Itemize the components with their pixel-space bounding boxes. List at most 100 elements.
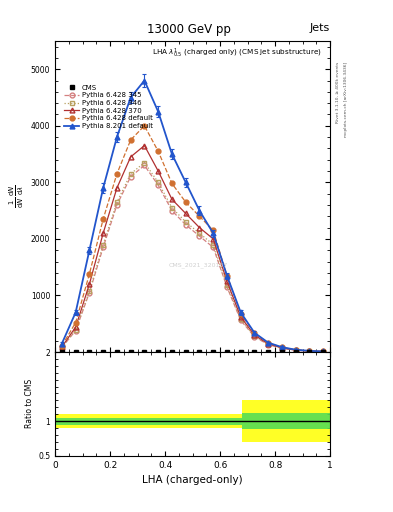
Line: Pythia 6.428 370: Pythia 6.428 370 — [59, 143, 326, 354]
Pythia 6.428 370 — [280, 345, 285, 351]
Pythia 6.428 370 — [307, 348, 312, 354]
Pythia 6.428 default — [129, 137, 133, 143]
Pythia 6.428 default — [252, 330, 257, 336]
Pythia 6.428 default — [170, 180, 174, 186]
Pythia 6.428 370 — [239, 314, 243, 320]
Pythia 6.428 346 — [211, 242, 216, 248]
Pythia 6.428 346 — [307, 348, 312, 354]
Pythia 6.428 345 — [142, 162, 147, 168]
Pythia 6.428 default — [101, 216, 105, 222]
Pythia 6.428 370 — [60, 344, 64, 350]
Pythia 6.428 345 — [280, 345, 285, 351]
Pythia 6.428 370 — [252, 332, 257, 338]
Pythia 6.428 default — [211, 227, 216, 233]
Pythia 6.428 346 — [184, 219, 188, 225]
Text: mcplots.cern.ch [arXiv:1306.3436]: mcplots.cern.ch [arXiv:1306.3436] — [344, 61, 348, 137]
CMS — [115, 349, 119, 355]
CMS — [170, 349, 174, 355]
Pythia 6.428 345 — [60, 345, 64, 351]
Pythia 6.428 345 — [197, 233, 202, 239]
Line: CMS: CMS — [60, 350, 325, 354]
CMS — [184, 349, 188, 355]
Pythia 6.428 345 — [184, 222, 188, 228]
CMS — [129, 349, 133, 355]
Pythia 6.428 370 — [321, 349, 326, 355]
Pythia 6.428 default — [156, 148, 161, 154]
Pythia 6.428 345 — [87, 290, 92, 296]
CMS — [211, 349, 216, 355]
Text: LHA $\lambda^{1}_{0.5}$ (charged only) (CMS jet substructure): LHA $\lambda^{1}_{0.5}$ (charged only) (… — [152, 47, 322, 60]
CMS — [321, 349, 326, 355]
Pythia 6.428 346 — [87, 288, 92, 294]
Pythia 6.428 370 — [197, 224, 202, 230]
Pythia 6.428 346 — [73, 327, 78, 333]
Pythia 6.428 370 — [87, 281, 92, 287]
Legend: CMS, Pythia 6.428 345, Pythia 6.428 346, Pythia 6.428 370, Pythia 6.428 default,: CMS, Pythia 6.428 345, Pythia 6.428 346,… — [61, 82, 156, 132]
Pythia 6.428 346 — [101, 242, 105, 248]
CMS — [239, 349, 243, 355]
CMS — [60, 349, 64, 355]
Pythia 6.428 346 — [293, 347, 298, 353]
Pythia 6.428 345 — [293, 347, 298, 353]
Pythia 6.428 345 — [101, 244, 105, 250]
CMS — [87, 349, 92, 355]
CMS — [252, 349, 257, 355]
Pythia 6.428 346 — [156, 179, 161, 185]
Pythia 6.428 370 — [156, 168, 161, 174]
Pythia 6.428 345 — [170, 207, 174, 214]
Pythia 6.428 default — [280, 344, 285, 350]
Pythia 6.428 346 — [321, 349, 326, 355]
Pythia 6.428 346 — [197, 230, 202, 237]
Pythia 6.428 370 — [184, 210, 188, 217]
Pythia 6.428 345 — [239, 317, 243, 324]
Pythia 6.428 370 — [115, 185, 119, 191]
Pythia 6.428 370 — [142, 142, 147, 148]
Pythia 6.428 345 — [266, 342, 271, 348]
CMS — [293, 349, 298, 355]
Pythia 6.428 346 — [170, 205, 174, 211]
Pythia 6.428 default — [321, 348, 326, 354]
Pythia 6.428 346 — [225, 282, 230, 288]
CMS — [225, 349, 230, 355]
Pythia 6.428 345 — [115, 202, 119, 208]
Line: Pythia 6.428 default: Pythia 6.428 default — [59, 123, 326, 354]
Pythia 6.428 default — [184, 199, 188, 205]
Pythia 6.428 370 — [73, 324, 78, 330]
Pythia 6.428 346 — [142, 159, 147, 165]
X-axis label: LHA (charged-only): LHA (charged-only) — [142, 475, 243, 485]
Pythia 6.428 346 — [115, 199, 119, 205]
Pythia 6.428 default — [225, 272, 230, 279]
Pythia 6.428 370 — [129, 154, 133, 160]
Pythia 6.428 default — [307, 348, 312, 354]
Y-axis label: $\frac{1}{\mathrm{d}N}\,\frac{\mathrm{d}N}{\mathrm{d}\lambda}$: $\frac{1}{\mathrm{d}N}\,\frac{\mathrm{d}… — [8, 185, 26, 208]
CMS — [142, 349, 147, 355]
Pythia 6.428 346 — [60, 345, 64, 351]
Pythia 6.428 default — [197, 213, 202, 219]
Pythia 6.428 default — [73, 319, 78, 326]
Text: Jets: Jets — [310, 23, 330, 33]
Pythia 6.428 default — [266, 340, 271, 346]
Pythia 6.428 default — [60, 343, 64, 349]
CMS — [280, 349, 285, 355]
Pythia 6.428 345 — [211, 244, 216, 250]
Pythia 6.428 370 — [170, 196, 174, 202]
Pythia 6.428 default — [87, 271, 92, 277]
Pythia 6.428 370 — [101, 230, 105, 237]
Pythia 6.428 default — [115, 171, 119, 177]
Pythia 6.428 345 — [321, 349, 326, 355]
CMS — [307, 349, 312, 355]
CMS — [101, 349, 105, 355]
CMS — [197, 349, 202, 355]
Pythia 6.428 370 — [266, 340, 271, 347]
Pythia 6.428 default — [239, 310, 243, 316]
Pythia 6.428 345 — [225, 284, 230, 290]
Pythia 6.428 346 — [280, 345, 285, 351]
CMS — [266, 349, 271, 355]
CMS — [73, 349, 78, 355]
Pythia 6.428 345 — [307, 348, 312, 354]
Pythia 6.428 346 — [129, 171, 133, 177]
CMS — [156, 349, 161, 355]
Pythia 6.428 345 — [129, 174, 133, 180]
Text: 13000 GeV pp: 13000 GeV pp — [147, 23, 231, 36]
Pythia 6.428 370 — [211, 236, 216, 242]
